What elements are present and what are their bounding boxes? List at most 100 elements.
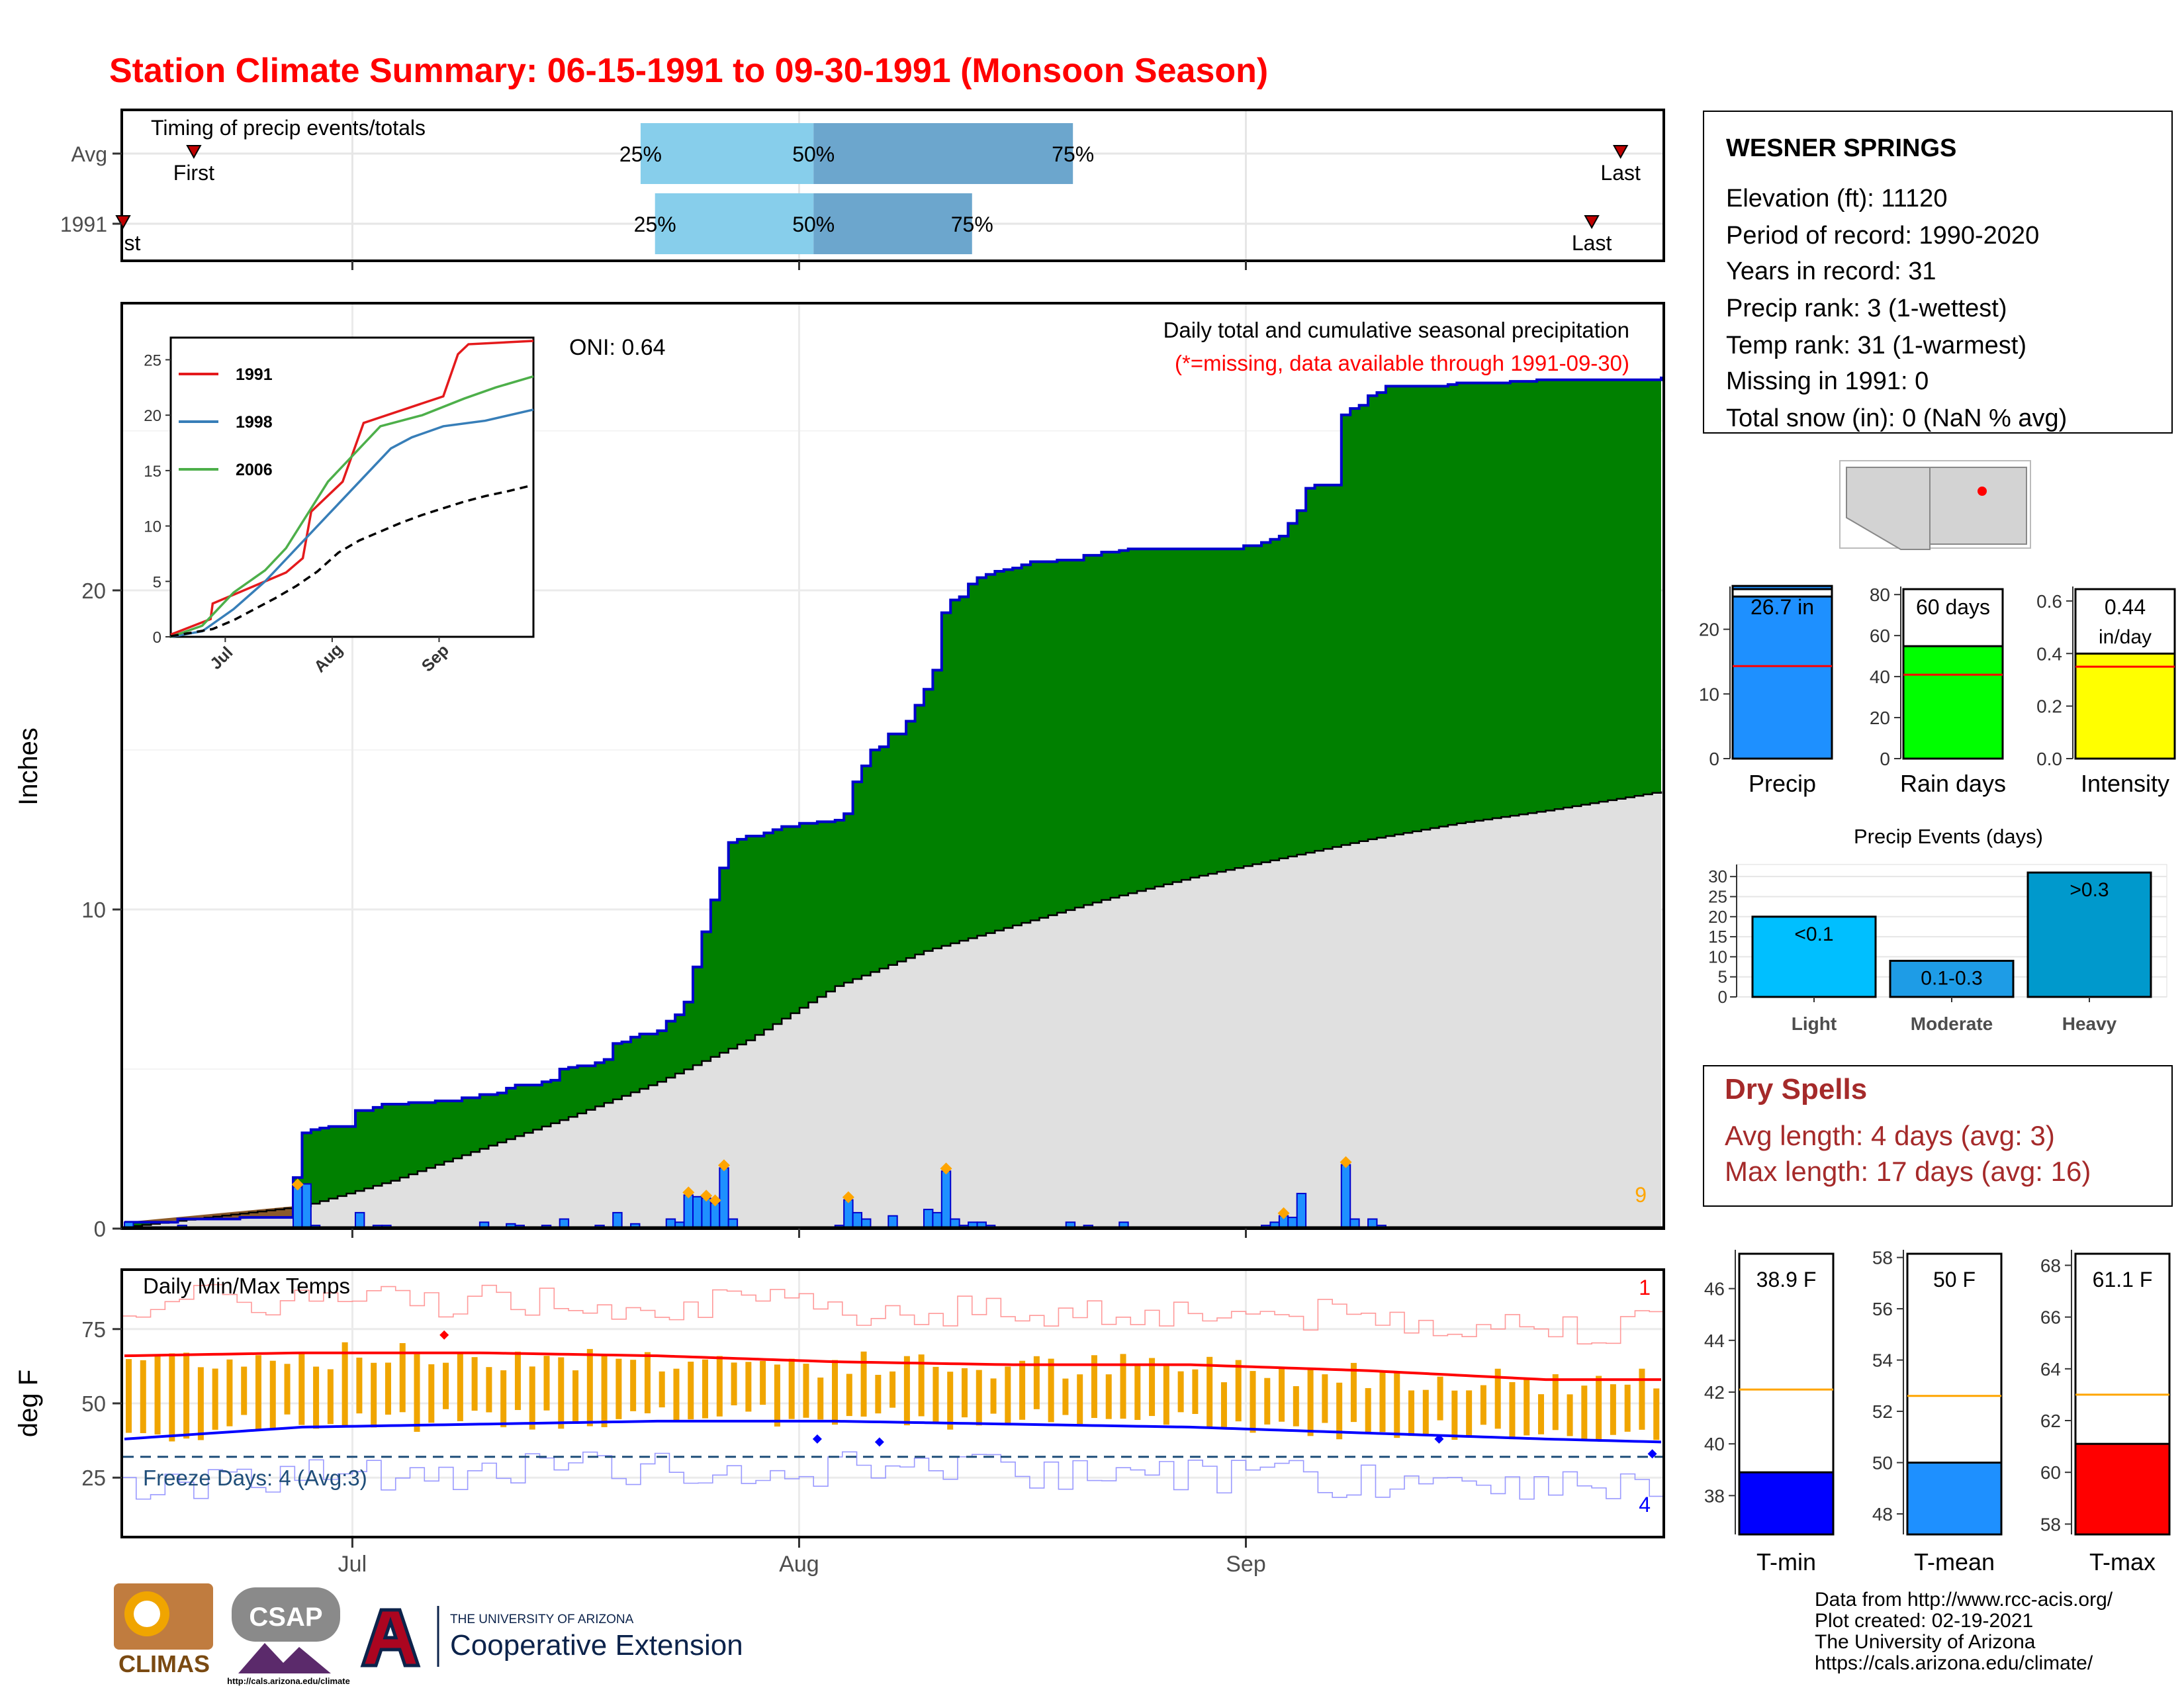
timing-pct-label: 75% [951, 212, 993, 236]
inset-average-line [170, 483, 534, 637]
timing-label: Timing of precip events/totals [151, 116, 426, 140]
daily-temp-range-bar [414, 1354, 420, 1432]
temp-plot [122, 1271, 1664, 1536]
csap-logo-mountains [238, 1643, 331, 1673]
daily-temp-range-bar [947, 1372, 954, 1430]
daily-temp-range-bar [1350, 1362, 1357, 1423]
dry-spells-line: Avg length: 4 days (avg: 3) [1725, 1120, 2055, 1151]
daily-temp-range-bar [1422, 1389, 1429, 1436]
figure-title: Station Climate Summary: 06-15-1991 to 0… [109, 52, 1268, 90]
daily-temp-range-bar [529, 1366, 535, 1430]
station-line: Temp rank: 31 (1-warmest) [1726, 332, 2026, 359]
csap-logo-cloud [232, 1587, 340, 1642]
csap-logo-url: http://cals.arizona.edu/climate [227, 1676, 350, 1686]
daily-temp-range-bar [486, 1367, 492, 1413]
temp-extreme-marker [439, 1330, 449, 1340]
ua-logo: THE UNIVERSITY OF ARIZONA Cooperative Ex… [360, 1606, 743, 1667]
temp-summary-y-tick-label: 50 [1872, 1453, 1893, 1474]
station-line: Years in record: 31 [1726, 258, 1936, 285]
events-y-tick-label: 5 [1718, 967, 1727, 987]
events-category-label: Moderate [1911, 1013, 1993, 1034]
daily-temp-range-bar [572, 1370, 579, 1422]
main-y-tick-label: 20 [81, 579, 106, 603]
month-tick-label: Sep [1226, 1552, 1266, 1577]
inset-legend-label: 2006 [236, 461, 273, 479]
temp-y-tick-label: 25 [81, 1466, 106, 1490]
daily-temp-range-bar [846, 1374, 852, 1417]
temp-summary-y-tick-label: 48 [1872, 1504, 1893, 1524]
main-y-tick-label: 10 [81, 898, 106, 922]
daily-temp-range-bar [731, 1362, 737, 1405]
daily-temp-range-bar [558, 1357, 565, 1429]
record-low-line [122, 1451, 1664, 1500]
daily-precip-bar [354, 1211, 365, 1230]
daily-temp-range-bar [385, 1362, 391, 1415]
timing-pct-label: 25% [634, 212, 676, 236]
daily-precip-bar [612, 1211, 623, 1230]
temp-summary-y-tick-label: 56 [1872, 1299, 1893, 1319]
temp-summary-y-tick-label: 60 [2040, 1462, 2061, 1483]
temp-extreme-marker [874, 1437, 884, 1447]
totals-y-tick-label: 0.4 [2036, 643, 2062, 664]
temp-y-tick-label: 50 [81, 1391, 106, 1416]
precip-panel: 0 10 20 Inches ONI: 0.64 Daily total and c… [14, 302, 1665, 1241]
daily-temp-range-bar [140, 1360, 146, 1433]
temp-summary-category-label: T-min [1756, 1548, 1816, 1575]
extreme-day-marker [682, 1186, 695, 1199]
avg-tmax-line [124, 1351, 1661, 1382]
daily-temp-range-bar [1552, 1374, 1559, 1430]
station-line: Elevation (ft): 11120 [1726, 185, 1947, 212]
daily-temp-range-bar [976, 1370, 982, 1426]
freeze-days-label: Freeze Days: 4 (Avg:3) [143, 1466, 367, 1490]
events-y-tick-label: 10 [1708, 947, 1727, 966]
totals-y-tick-label: 0.0 [2036, 749, 2062, 769]
daily-temp-range-bar [1480, 1385, 1486, 1425]
last-label: Last [1572, 231, 1612, 255]
daily-temp-range-bar [817, 1378, 824, 1420]
precip-events-title: Precip Events (days) [1854, 825, 2043, 848]
inset-series-line [170, 340, 534, 636]
record-high-line [122, 1284, 1664, 1345]
daily-precip-bar [709, 1202, 721, 1229]
csap-logo: CSAP http://cals.arizona.edu/climate [227, 1587, 350, 1686]
extreme-day-marker [940, 1162, 952, 1175]
daily-temp-range-bar [1509, 1382, 1516, 1440]
daily-temp-range-bar [399, 1343, 406, 1413]
dry-spells-line: Max length: 17 days (avg: 16) [1725, 1156, 2091, 1187]
avg-tmin-line [124, 1419, 1662, 1444]
daily-precip-bar [923, 1209, 934, 1229]
events-y-tick-label: 25 [1708, 886, 1727, 906]
credit-line: The University of Arizona [1815, 1631, 2036, 1653]
daily-temp-range-bar [586, 1348, 593, 1427]
temp-summary-bar [2074, 1442, 2171, 1536]
events-y-tick-label: 20 [1708, 907, 1727, 927]
events-y-tick-label: 0 [1718, 987, 1727, 1007]
dry-spells-frame [1703, 1065, 2173, 1207]
temp-summary-value-label: 61.1 F [2093, 1268, 2153, 1291]
daily-temp-range-bar [1336, 1382, 1343, 1440]
climas-logo-ring [134, 1601, 160, 1627]
daily-temp-range-bar [1279, 1368, 1285, 1422]
daily-temp-range-bar [1105, 1374, 1112, 1419]
temp-summary-y-tick-label: 44 [1704, 1331, 1725, 1351]
daily-temp-range-bar [169, 1353, 175, 1442]
temp-summary-y-tick-label: 42 [1704, 1382, 1725, 1403]
daily-temp-range-bar [1192, 1369, 1199, 1415]
totals-y-tick-label: 0.6 [2036, 591, 2062, 612]
temp-summary-y-tick-label: 66 [2040, 1307, 2061, 1328]
daily-temp-range-bar [443, 1362, 449, 1409]
month-tick-label: Aug [779, 1552, 819, 1577]
daily-temp-range-bar [803, 1364, 809, 1418]
temp-extreme-marker [1434, 1434, 1444, 1444]
daily-temp-range-bar [1639, 1368, 1645, 1430]
inset-y-tick-label: 10 [144, 518, 161, 536]
extreme-day-marker [700, 1190, 713, 1202]
inset-legend-label: 1998 [236, 413, 273, 432]
timing-band-q2 [813, 193, 972, 254]
daily-temp-range-bar [212, 1368, 218, 1430]
daily-temp-range-bar [702, 1359, 709, 1419]
events-y-tick-label: 30 [1708, 867, 1727, 886]
totals-value-unit: in/day [2099, 626, 2152, 648]
daily-temp-range-bar [1019, 1360, 1026, 1420]
daily-temp-range-bar [226, 1359, 233, 1427]
